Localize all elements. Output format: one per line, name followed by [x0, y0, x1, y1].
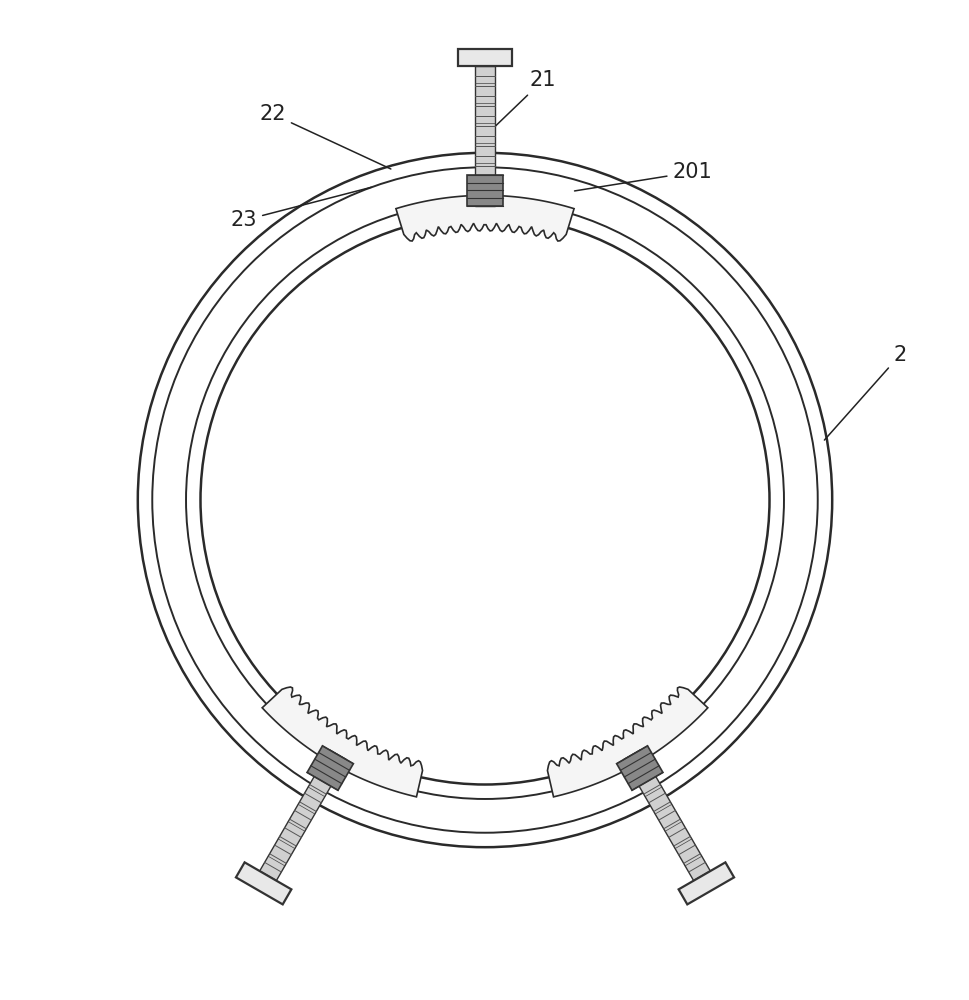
Polygon shape — [678, 862, 734, 904]
Polygon shape — [457, 49, 512, 66]
Polygon shape — [262, 687, 422, 797]
Polygon shape — [616, 746, 662, 790]
Polygon shape — [260, 750, 346, 881]
Polygon shape — [467, 175, 502, 206]
Text: 21: 21 — [494, 70, 555, 127]
Text: 201: 201 — [574, 162, 711, 191]
Text: 23: 23 — [231, 187, 371, 230]
Polygon shape — [235, 862, 291, 904]
Polygon shape — [623, 750, 709, 881]
Polygon shape — [547, 687, 707, 797]
Text: 2: 2 — [824, 345, 905, 440]
Text: 22: 22 — [260, 104, 391, 169]
Polygon shape — [395, 195, 574, 241]
Polygon shape — [307, 746, 353, 790]
Polygon shape — [475, 66, 494, 206]
